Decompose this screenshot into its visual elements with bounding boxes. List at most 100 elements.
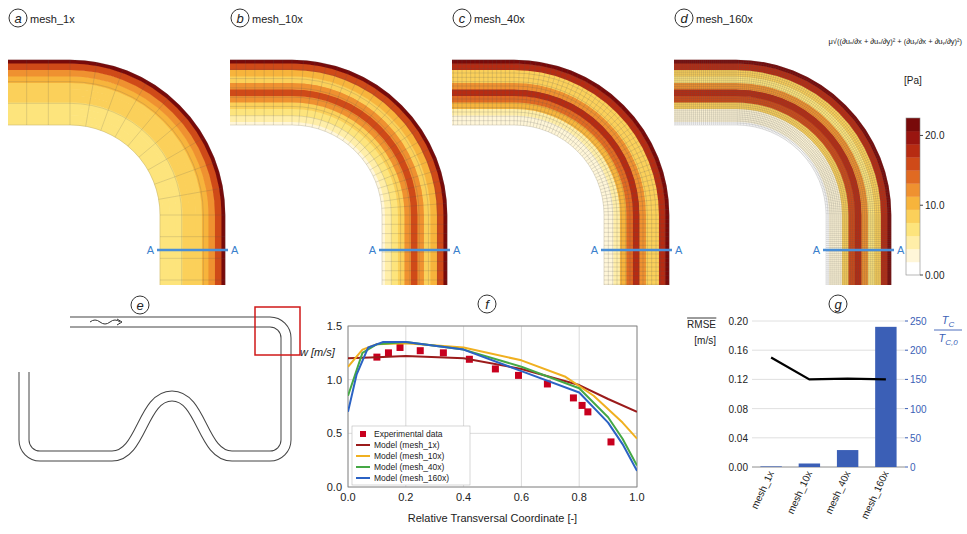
mesh-line bbox=[8, 125, 160, 285]
colorbar-step bbox=[906, 249, 920, 262]
mesh-line bbox=[452, 116, 613, 285]
mesh-line bbox=[452, 121, 608, 285]
colorbar-step bbox=[906, 170, 920, 183]
plot-marks bbox=[348, 342, 637, 471]
mesh-line bbox=[452, 112, 617, 285]
panel-letter-ring bbox=[231, 9, 249, 27]
colorbar-tick bbox=[920, 275, 923, 276]
mesh-line bbox=[674, 70, 881, 285]
mesh-line bbox=[8, 60, 225, 280]
colorbar-step bbox=[906, 210, 920, 223]
y2-axis-title: TC bbox=[942, 314, 955, 329]
y2-tick-label: 0 bbox=[910, 462, 916, 473]
panel-letter-ring bbox=[9, 9, 27, 27]
section-line bbox=[601, 249, 672, 252]
section-label: A bbox=[453, 244, 461, 256]
legend-label: Model (mesh_160x) bbox=[374, 473, 449, 483]
mesh-line bbox=[230, 125, 382, 285]
panel-letter: e bbox=[136, 298, 143, 313]
fraction-bar bbox=[934, 330, 962, 331]
plot-frame bbox=[348, 326, 637, 487]
data-point bbox=[417, 347, 424, 354]
contour-band bbox=[230, 62, 445, 285]
y2-tick bbox=[905, 321, 908, 322]
data-point bbox=[515, 372, 522, 379]
legend-label: Model (mesh_10x) bbox=[374, 451, 445, 461]
y-tick-label: 0.20 bbox=[729, 316, 749, 327]
panel-letter-ring bbox=[675, 9, 693, 27]
panel-title: mesh_160x bbox=[696, 13, 753, 25]
mesh-line bbox=[230, 116, 391, 285]
channel-wall bbox=[24, 322, 286, 456]
legend-label: Model (mesh_40x) bbox=[374, 462, 445, 472]
y-axis-title: RMSE bbox=[687, 319, 716, 330]
y2-tick bbox=[905, 408, 908, 409]
colorbar-formula: μ√((∂uₓ/∂x + ∂uₓ/∂y)² + (∂uᵧ/∂x + ∂uᵧ/∂y… bbox=[829, 37, 963, 46]
colorbar-step bbox=[906, 236, 920, 249]
contour-band bbox=[230, 73, 434, 285]
x-tick-label: mesh_1x bbox=[749, 469, 776, 510]
mesh-line bbox=[8, 103, 182, 285]
panel-letter: f bbox=[485, 297, 490, 312]
panel-letter-ring bbox=[131, 296, 149, 314]
grid-y bbox=[348, 379, 637, 380]
y-axis-unit: [m/s] bbox=[694, 335, 716, 346]
overline bbox=[687, 318, 716, 319]
contour-band bbox=[452, 73, 656, 285]
data-point bbox=[607, 438, 614, 445]
colorbar-step bbox=[906, 183, 920, 196]
colorbar-tick-label: 10.0 bbox=[925, 200, 945, 211]
section-line bbox=[157, 249, 228, 252]
mesh-line bbox=[230, 88, 419, 285]
legend-swatch bbox=[356, 444, 370, 446]
x-tick-label: 0.6 bbox=[514, 491, 529, 503]
contour-band bbox=[8, 67, 219, 286]
colorbar-step bbox=[906, 157, 920, 170]
mesh-line bbox=[230, 97, 410, 285]
data-point bbox=[440, 349, 447, 356]
colorbar-step bbox=[906, 262, 920, 275]
mesh-line bbox=[230, 79, 428, 285]
mesh-line bbox=[452, 64, 665, 285]
panel-letter: c bbox=[459, 11, 466, 26]
section-line bbox=[823, 249, 894, 252]
grid-x bbox=[521, 326, 522, 487]
mesh-line bbox=[8, 82, 203, 285]
y-tick-label: 0.16 bbox=[729, 345, 749, 356]
panel-letter: b bbox=[236, 11, 243, 26]
data-point bbox=[492, 365, 499, 372]
y2-tick bbox=[905, 437, 908, 438]
x-tick-label: 0.2 bbox=[398, 491, 413, 503]
y-tick-label: 1.0 bbox=[327, 374, 342, 386]
grid-y bbox=[752, 321, 905, 322]
mesh-line bbox=[452, 90, 639, 285]
mesh-line bbox=[452, 73, 656, 285]
panel-letter-ring bbox=[453, 9, 471, 27]
colorbar-label: [Pa] bbox=[904, 75, 922, 86]
section-label: A bbox=[147, 244, 155, 256]
section-label: A bbox=[675, 244, 683, 256]
model-line bbox=[348, 342, 637, 471]
y2-tick-label: 200 bbox=[910, 345, 927, 356]
y2-axis-title-sub: C,0 bbox=[945, 338, 958, 347]
bar bbox=[837, 450, 858, 467]
panel-title: mesh_1x bbox=[30, 13, 75, 25]
colorbar-step bbox=[906, 197, 920, 210]
panel-letter-ring bbox=[478, 295, 496, 313]
y-tick-label: 1.5 bbox=[327, 320, 342, 332]
colorbar-tick bbox=[920, 135, 923, 136]
mesh-line bbox=[452, 108, 621, 285]
colorbar-step bbox=[906, 131, 920, 144]
bar bbox=[875, 327, 896, 467]
legend-swatch bbox=[356, 455, 370, 457]
data-point bbox=[579, 402, 586, 409]
mesh-line bbox=[674, 78, 873, 285]
colorbar-tick bbox=[920, 205, 923, 206]
bar bbox=[760, 466, 781, 467]
data-point bbox=[397, 344, 404, 351]
colorbar-step bbox=[906, 118, 920, 131]
zoom-box bbox=[255, 307, 300, 355]
colorbar-step bbox=[906, 223, 920, 236]
panel-letter: g bbox=[834, 297, 842, 312]
x-tick-label: 0.0 bbox=[340, 491, 355, 503]
